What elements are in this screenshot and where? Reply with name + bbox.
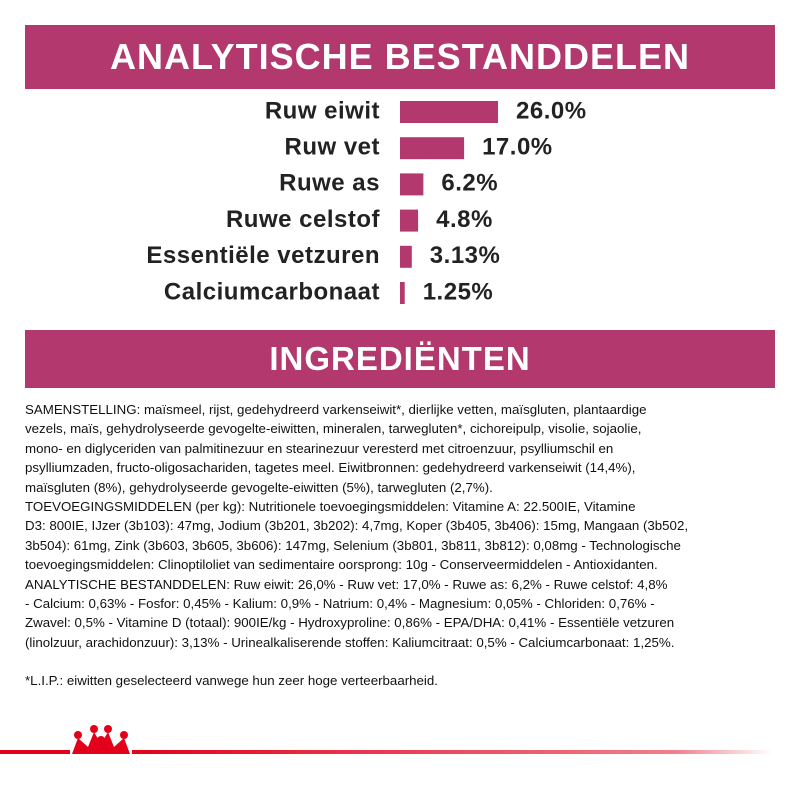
category-label: Ruwe as bbox=[279, 170, 380, 197]
text-line: mono- en diglyceriden van palmitinezuur … bbox=[25, 440, 614, 456]
category-label: Essentiële vetzuren bbox=[146, 242, 380, 269]
category-label: Ruwe celstof bbox=[226, 206, 381, 233]
text-line: (linolzuur, arachidonzuur): 3,13% - Urin… bbox=[25, 634, 675, 650]
category-label: Calciumcarbonaat bbox=[164, 278, 380, 305]
value-label: 4.8% bbox=[436, 206, 493, 233]
bar bbox=[400, 101, 499, 123]
text-line: maïsgluten (8%), gehydrolyseerde gevogel… bbox=[25, 479, 493, 495]
logo bbox=[72, 725, 130, 754]
red-line bbox=[132, 750, 772, 754]
chart: Ruw eiwit 26.0% Ruw vet 17.0% Ruwe as 6.2% Ruw… bbox=[146, 97, 587, 305]
text-line: psylliumzaden, fructo-oligosachariden, t… bbox=[25, 460, 636, 476]
footnote: *L.I.P.: eiwitten geselecteerd vanwege h… bbox=[25, 673, 438, 688]
value-label: 6.2% bbox=[441, 170, 498, 197]
bar bbox=[400, 245, 412, 268]
value-label: 17.0% bbox=[482, 134, 553, 161]
text-line: toevoegingsmiddelen: Clinoptiloliet van … bbox=[25, 557, 658, 573]
text-line: vezels, maïs, gehydrolyseerde gevogelte-… bbox=[25, 421, 642, 437]
text-line: Zwavel: 0,5% - Vitamine D (totaal): 900I… bbox=[25, 615, 675, 631]
section-title: ANALYTISCHE BESTANDDELEN bbox=[25, 25, 775, 89]
bar bbox=[400, 209, 419, 232]
ingredients-text: SAMENSTELLING: maïsmeel, rijst, gedehydr… bbox=[25, 400, 785, 652]
footer-decoration bbox=[0, 725, 772, 754]
text-line: ANALYTISCHE BESTANDDELEN: Ruw eiwit: 26,… bbox=[25, 576, 668, 592]
bar bbox=[400, 173, 424, 196]
bar bbox=[400, 282, 405, 304]
text-line: SAMENSTELLING: maïsmeel, rijst, gedehydr… bbox=[25, 402, 647, 417]
category-label: Ruw eiwit bbox=[265, 97, 380, 124]
text-line: TOEVOEGINGSMIDDELEN (per kg): Nutritione… bbox=[25, 499, 636, 515]
value-label: 3.13% bbox=[430, 242, 501, 269]
section-title: INGREDIËNTEN bbox=[25, 330, 775, 388]
category-label: Ruw vet bbox=[284, 134, 380, 161]
text-line: - Calcium: 0,63% - Fosfor: 0,45% - Kaliu… bbox=[25, 596, 655, 612]
text-line: D3: 800IE, IJzer (3b103): 47mg, Jodium (… bbox=[25, 518, 689, 534]
red-line bbox=[0, 750, 70, 754]
bar bbox=[400, 137, 465, 160]
value-label: 1.25% bbox=[423, 278, 494, 305]
text-line: 3b504): 61mg, Zink (3b603, 3b605, 3b606)… bbox=[25, 537, 681, 553]
value-label: 26.0% bbox=[516, 97, 587, 124]
